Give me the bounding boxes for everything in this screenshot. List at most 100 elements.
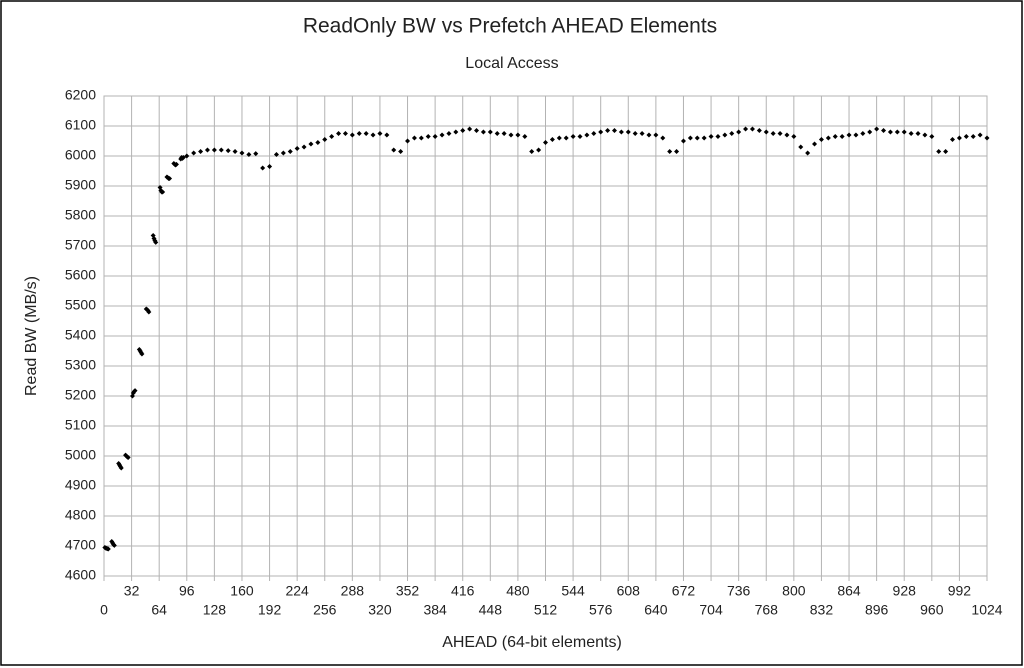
data-point: [805, 150, 811, 156]
x-tick-label: 672: [672, 583, 696, 599]
data-point: [743, 126, 749, 132]
data-point: [467, 126, 473, 132]
data-point: [515, 132, 521, 138]
data-point: [598, 129, 604, 135]
x-tick-label: 32: [124, 583, 140, 599]
x-tick-label: 128: [203, 602, 227, 618]
data-point: [460, 128, 466, 133]
data-point: [867, 129, 873, 135]
data-point: [384, 132, 390, 138]
data-point: [839, 134, 845, 139]
data-point: [232, 149, 238, 154]
y-tick-label: 4700: [65, 537, 96, 553]
data-point: [411, 135, 417, 141]
data-point: [618, 129, 624, 135]
data-point: [529, 149, 535, 154]
data-point: [153, 239, 159, 245]
y-tick-label: 5500: [65, 297, 96, 313]
data-point: [522, 134, 528, 139]
data-point: [777, 131, 783, 136]
x-tick-label: 928: [893, 583, 917, 599]
data-point: [356, 131, 362, 136]
data-point: [950, 137, 956, 142]
data-point: [984, 135, 990, 141]
data-point: [480, 129, 486, 135]
x-tick-label: 608: [617, 583, 641, 599]
data-point: [432, 134, 438, 139]
data-point: [453, 129, 459, 135]
x-tick-label: 96: [179, 583, 195, 599]
x-tick-label: 352: [396, 583, 420, 599]
data-point: [322, 137, 328, 142]
data-point: [204, 147, 210, 153]
data-point: [556, 135, 562, 141]
data-point: [653, 132, 659, 138]
data-point: [549, 137, 555, 142]
data-point: [349, 132, 355, 138]
x-tick-label: 736: [727, 583, 751, 599]
data-point: [605, 128, 611, 133]
data-point: [680, 138, 686, 144]
data-point: [853, 132, 859, 138]
data-point: [674, 149, 680, 154]
data-point: [874, 126, 880, 132]
data-point: [308, 141, 314, 147]
x-tick-label: 288: [341, 583, 365, 599]
data-point: [260, 165, 266, 171]
x-tick-label: 0: [100, 602, 108, 618]
data-point: [167, 176, 173, 181]
data-point: [749, 126, 755, 132]
y-tick-label: 6100: [65, 117, 96, 133]
data-point: [894, 129, 900, 135]
y-tick-label: 5300: [65, 357, 96, 373]
y-tick-label: 5000: [65, 447, 96, 463]
data-point: [708, 134, 714, 139]
x-tick-label: 768: [755, 602, 779, 618]
x-tick-label: 192: [258, 602, 282, 618]
chart-subtitle: Local Access: [465, 55, 558, 72]
data-point: [908, 131, 914, 136]
y-tick-label: 6200: [65, 87, 96, 103]
data-point: [832, 134, 838, 139]
data-point: [218, 147, 224, 153]
data-point: [370, 132, 376, 138]
data-point: [770, 131, 776, 136]
data-point: [287, 149, 293, 154]
data-point: [536, 147, 542, 153]
data-point: [570, 134, 576, 139]
data-point: [342, 131, 348, 136]
data-point: [253, 151, 259, 157]
data-point: [329, 134, 335, 139]
y-tick-label: 4600: [65, 567, 96, 583]
data-point: [160, 189, 166, 195]
data-point: [591, 131, 597, 136]
x-tick-label: 864: [837, 583, 861, 599]
data-point: [846, 132, 852, 138]
data-point: [584, 132, 590, 138]
data-point: [611, 128, 617, 133]
data-point: [363, 131, 369, 136]
y-tick-label: 4900: [65, 477, 96, 493]
data-point: [405, 138, 411, 144]
y-tick-label: 5200: [65, 387, 96, 403]
data-point: [825, 135, 831, 141]
data-point: [736, 129, 742, 135]
data-point: [294, 146, 300, 151]
data-point: [632, 131, 638, 136]
data-point: [273, 152, 279, 157]
data-point: [391, 147, 397, 153]
data-point: [756, 128, 762, 133]
data-point: [225, 148, 231, 154]
data-point: [763, 129, 769, 135]
data-point: [722, 132, 728, 138]
x-axis-title: AHEAD (64-bit elements): [442, 634, 622, 651]
data-point: [377, 131, 383, 136]
x-tick-label: 1024: [971, 602, 1002, 618]
data-point: [474, 128, 480, 133]
data-point: [660, 135, 666, 141]
x-tick-label: 704: [699, 602, 723, 618]
x-tick-label: 416: [451, 583, 475, 599]
data-point: [132, 388, 138, 394]
x-tick-label: 224: [285, 583, 309, 599]
